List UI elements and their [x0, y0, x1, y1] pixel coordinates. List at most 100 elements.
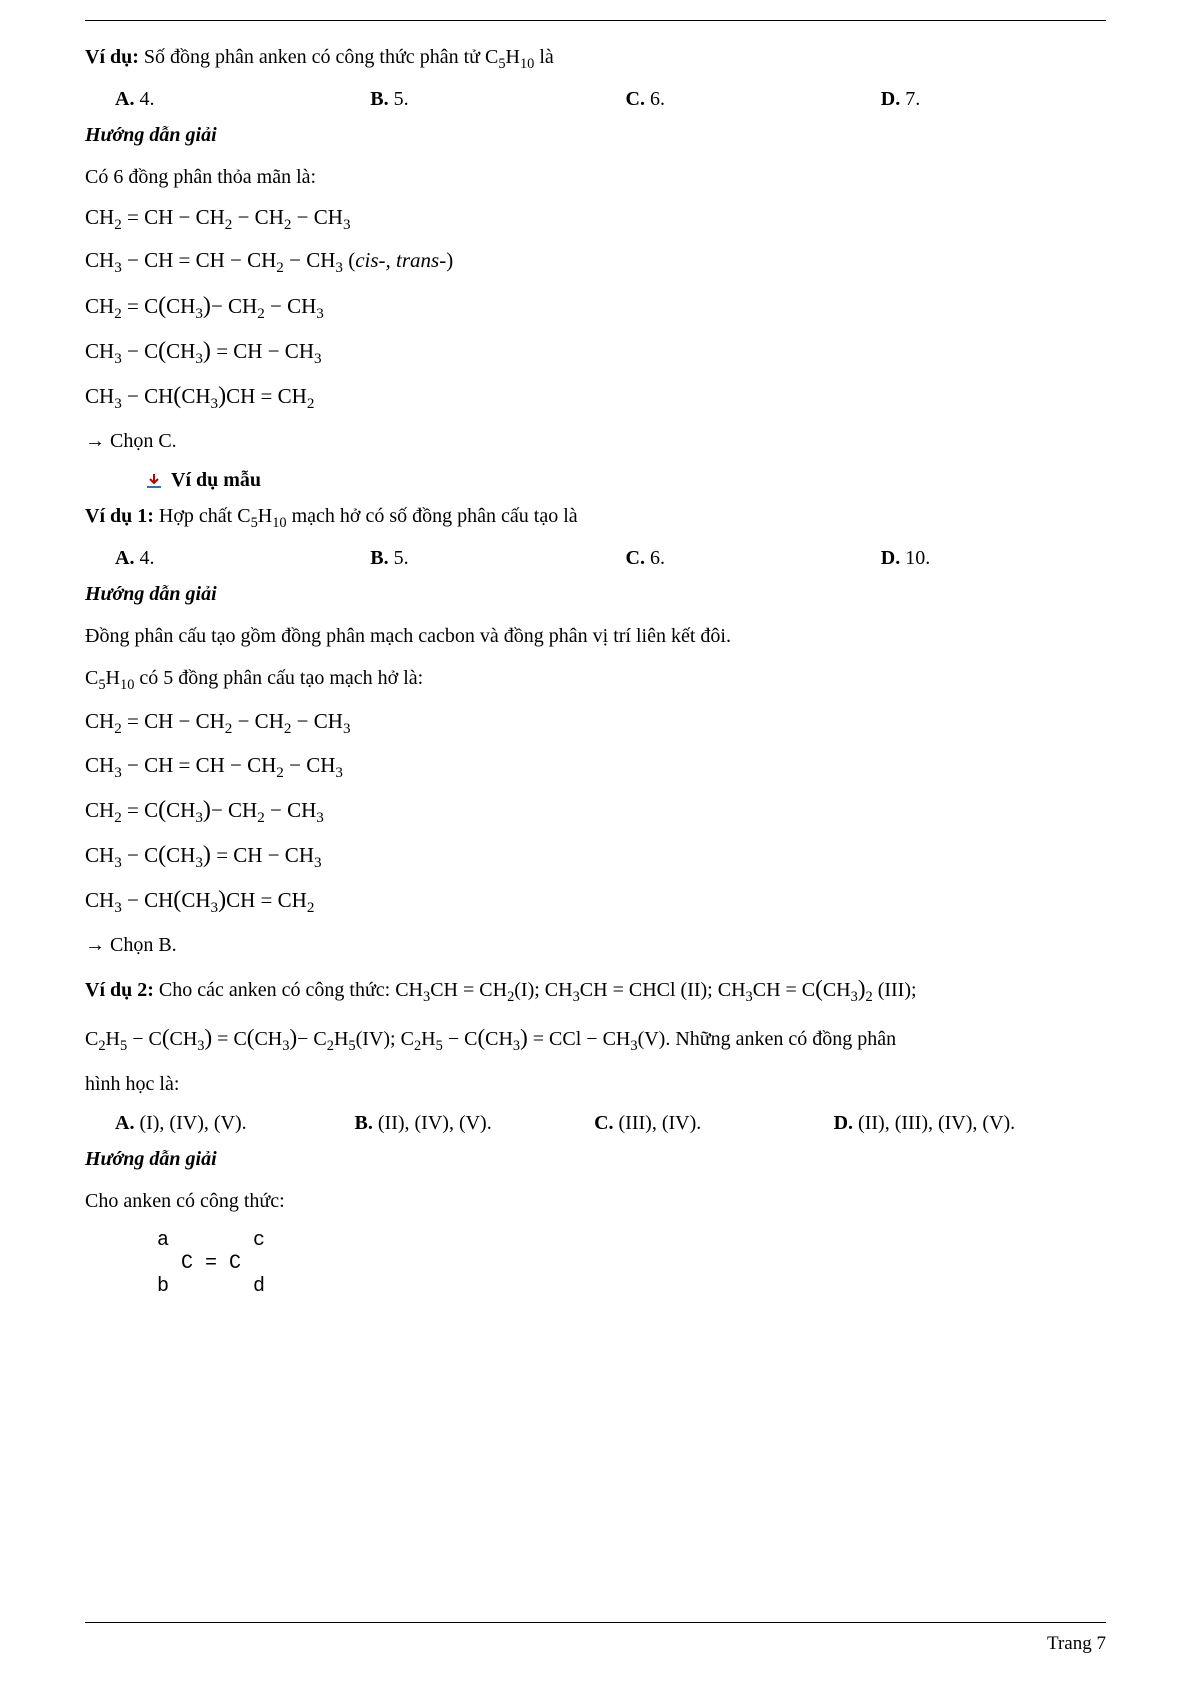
- opt-label: C.: [626, 88, 650, 110]
- t: − CH: [232, 205, 284, 229]
- t: CH: [85, 205, 114, 229]
- opt-value: (II), (III), (IV), (V).: [858, 1112, 1015, 1134]
- t: = CH − CH: [211, 339, 314, 363]
- ex2-question-l3: hình học là:: [85, 1070, 1106, 1098]
- s: 2: [257, 810, 265, 826]
- ex1-a: Hợp chất C: [154, 505, 251, 527]
- opt-label: A.: [115, 1112, 139, 1134]
- s: 2: [865, 989, 872, 1005]
- t: CH: [170, 1028, 198, 1050]
- p: (: [158, 841, 166, 868]
- t: = CCl − CH: [528, 1028, 631, 1050]
- t: CH: [85, 248, 114, 272]
- opt-label: C.: [626, 547, 650, 569]
- ex1-f3: CH2 = C(CH3)− CH2 − CH3: [85, 796, 1106, 827]
- t: CH: [254, 1028, 282, 1050]
- p: ): [203, 292, 211, 319]
- t: CH: [85, 339, 114, 363]
- s: 3: [746, 989, 753, 1005]
- ex0-concl: → Chọn C.: [85, 427, 1106, 455]
- ex0-mid1: H: [506, 46, 520, 68]
- page: Ví dụ: Số đồng phân anken có công thức p…: [0, 0, 1191, 1683]
- t: − CH: [122, 384, 174, 408]
- t: CH: [181, 888, 210, 912]
- p: ): [203, 841, 211, 868]
- subheading: Ví dụ mẫu: [145, 469, 1106, 492]
- t: CH: [166, 798, 195, 822]
- s: 2: [307, 396, 315, 412]
- t: − CH: [265, 294, 317, 318]
- ex0-f4: CH3 − C(CH3) = CH − CH3: [85, 337, 1106, 368]
- s: 3: [195, 855, 203, 871]
- ex2-opt-a: A. (I), (IV), (V).: [85, 1112, 325, 1135]
- t: − C: [122, 339, 158, 363]
- t: − CH = CH − CH: [122, 248, 277, 272]
- p: ): [203, 337, 211, 364]
- p: (: [815, 976, 823, 1001]
- ex0-opt-c: C. 6.: [596, 88, 851, 111]
- ex0-tail: là: [534, 46, 553, 68]
- ex2-options: A. (I), (IV), (V). B. (II), (IV), (V). C…: [85, 1112, 1106, 1135]
- s: 3: [314, 855, 322, 871]
- s: 3: [851, 989, 858, 1005]
- opt-label: D.: [881, 88, 905, 110]
- t: CH = CHCl (II); CH: [580, 979, 746, 1001]
- s: 3: [114, 396, 122, 412]
- ex1-line1: Đồng phân cấu tạo gồm đồng phân mạch cac…: [85, 622, 1106, 650]
- t: CH = CH: [226, 888, 307, 912]
- t: (I); CH: [514, 979, 572, 1001]
- s: 3: [195, 306, 203, 322]
- opt-label: B.: [370, 88, 393, 110]
- opt-value: (II), (IV), (V).: [378, 1112, 492, 1134]
- ex2-opt-b: B. (II), (IV), (V).: [325, 1112, 565, 1135]
- s: 3: [343, 722, 351, 738]
- ex0-f5: CH3 − CH(CH3)CH = CH2: [85, 382, 1106, 413]
- top-rule: [85, 20, 1106, 21]
- opt-value: 4.: [139, 88, 154, 110]
- p: (: [158, 292, 166, 319]
- p: ): [520, 1025, 528, 1050]
- t: − CH: [122, 888, 174, 912]
- t: CH = CH: [226, 384, 307, 408]
- ex1-lead-bold: Ví dụ 1:: [85, 505, 154, 527]
- t: − CH: [211, 294, 257, 318]
- t: CH: [181, 384, 210, 408]
- ex1-f4: CH3 − C(CH3) = CH − CH3: [85, 841, 1106, 872]
- s: 2: [276, 261, 284, 277]
- opt-value: 4.: [139, 547, 154, 569]
- ex2-sol-title: Hướng dẫn giải: [85, 1145, 1106, 1173]
- opt-label: A.: [115, 88, 139, 110]
- ex1-f1: CH2 = CH − CH2 − CH2 − CH3: [85, 709, 1106, 738]
- ex0-sub1: 5: [498, 56, 505, 72]
- p: ): [203, 796, 211, 823]
- t: (: [343, 248, 355, 272]
- page-number: Trang 7: [1047, 1633, 1106, 1655]
- s: 3: [314, 351, 322, 367]
- opt-value: 10.: [905, 547, 930, 569]
- ex0-opt-b: B. 5.: [340, 88, 595, 111]
- p: ): [289, 1025, 297, 1050]
- s: 2: [114, 722, 122, 738]
- t: − C: [297, 1028, 327, 1050]
- t: − CH = CH − CH: [122, 753, 277, 777]
- ex0-opt-d: D. 7.: [851, 88, 1106, 111]
- opt-value: 6.: [650, 547, 665, 569]
- t: CH: [85, 843, 114, 867]
- s: 3: [316, 306, 324, 322]
- t: CH: [85, 888, 114, 912]
- opt-label: C.: [594, 1112, 618, 1134]
- opt-label: D.: [881, 547, 905, 569]
- t: = CH − CH: [122, 205, 225, 229]
- t: − CH: [265, 798, 317, 822]
- s: 3: [316, 810, 324, 826]
- ex1-f2: CH3 − CH = CH − CH2 − CH3: [85, 753, 1106, 782]
- ex0-opt-a: A. 4.: [85, 88, 340, 111]
- t: Cho các anken có công thức: CH: [154, 979, 423, 1001]
- s: 3: [573, 989, 580, 1005]
- s: 3: [114, 855, 122, 871]
- ex1-s2: 10: [272, 515, 286, 531]
- t: (V). Những anken có đồng phân: [638, 1028, 897, 1050]
- t: = C: [122, 798, 158, 822]
- ex1-options: A. 4. B. 5. C. 6. D. 10.: [85, 547, 1106, 570]
- opt-value: 7.: [905, 88, 920, 110]
